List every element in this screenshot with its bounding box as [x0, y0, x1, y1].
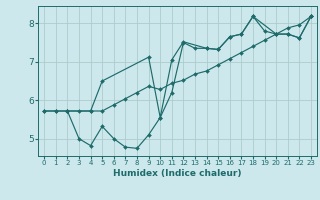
X-axis label: Humidex (Indice chaleur): Humidex (Indice chaleur)	[113, 169, 242, 178]
